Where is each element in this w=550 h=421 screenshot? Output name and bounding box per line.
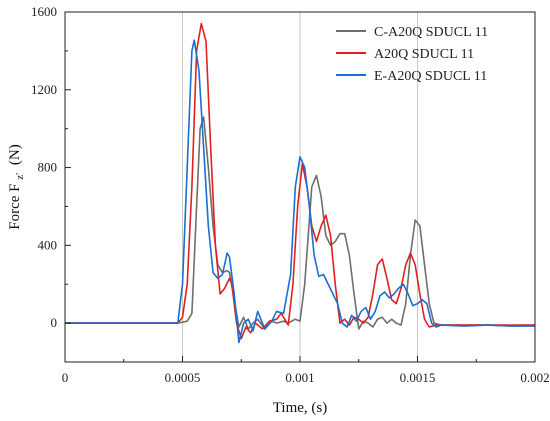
y-tick-label: 1200 bbox=[31, 82, 57, 97]
x-tick-label: 0.0015 bbox=[400, 370, 436, 385]
legend: C-A20Q SDUCL 11 A20Q SDUCL 11 E-A20Q SDUCL… bbox=[336, 25, 488, 84]
y-tick-label: 1600 bbox=[31, 4, 57, 19]
x-tick-label: 0.0005 bbox=[165, 370, 201, 385]
y-tick-label: 800 bbox=[38, 160, 58, 175]
x-tick-label: 0 bbox=[62, 370, 69, 385]
y-axis-title: Force F z' (N) bbox=[7, 144, 27, 229]
x-axis: 0 0.0005 0.001 0.0015 0.002 bbox=[62, 356, 550, 385]
series-line-3 bbox=[65, 39, 535, 344]
series-group bbox=[65, 22, 536, 344]
x-axis-title: Time, (s) bbox=[273, 400, 327, 416]
legend-label: A20Q SDUCL 11 bbox=[374, 47, 474, 62]
y-axis-title-main: Force F bbox=[7, 183, 23, 229]
y-axis-title-unit: (N) bbox=[7, 144, 23, 165]
series-line-2 bbox=[65, 22, 535, 340]
y-tick-label: 0 bbox=[51, 315, 58, 330]
y-axis: 0 400 800 1200 1600 bbox=[31, 4, 71, 363]
y-tick-label: 400 bbox=[38, 237, 58, 252]
legend-label: C-A20Q SDUCL 11 bbox=[374, 25, 488, 40]
x-tick-label: 0.002 bbox=[520, 370, 549, 385]
x-tick-label: 0.001 bbox=[285, 370, 314, 385]
y-axis-title-subscript: z' bbox=[14, 173, 26, 180]
legend-label: E-A20Q SDUCL 11 bbox=[374, 69, 487, 84]
